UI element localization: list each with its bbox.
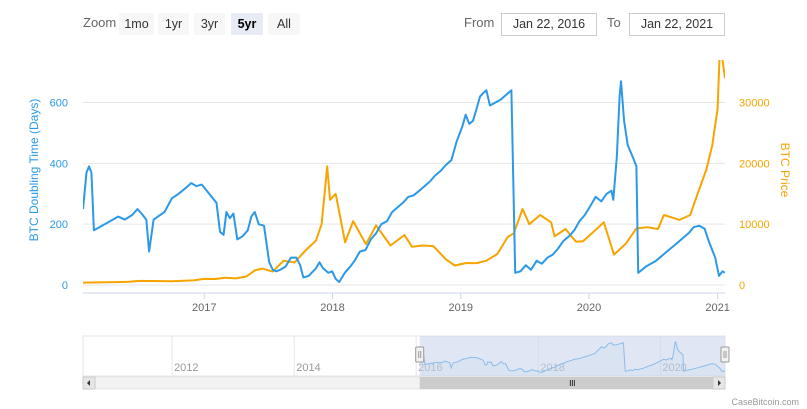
zoom-5yr-button[interactable]: 5yr <box>231 13 263 35</box>
y-right-tick-label: 0 <box>739 280 745 292</box>
zoom-1yr-button[interactable]: 1yr <box>158 13 189 35</box>
navigator-tick-label: 2014 <box>296 362 320 374</box>
axes: 0 200 400 600 0 10000 20000 30000 2017 2018 2019 20… <box>50 98 770 315</box>
navigator-tick-label: 2012 <box>174 362 198 374</box>
x-tick-label: 2017 <box>192 302 216 314</box>
y-right-tick-label: 20000 <box>739 158 770 170</box>
y-left-tick-label: 200 <box>50 219 68 231</box>
doubling-time-series-line <box>83 80 725 283</box>
scroll-left-arrow-icon <box>87 380 90 386</box>
y-right-tick-label: 30000 <box>739 98 770 110</box>
navigator-left-handle[interactable] <box>415 346 425 363</box>
x-tick-label: 2021 <box>705 302 729 314</box>
navigator-selection[interactable] <box>419 336 725 376</box>
btc-price-series-line <box>83 60 725 284</box>
series-layer <box>83 60 725 284</box>
y-right-tick-label: 10000 <box>739 219 770 231</box>
y-axis-left-title: BTC Doubling Time (Days) <box>27 99 41 242</box>
zoom-all-button[interactable]: All <box>268 13 300 35</box>
x-tick-label: 2019 <box>449 302 473 314</box>
zoom-3yr-button[interactable]: 3yr <box>194 13 225 35</box>
to-label: To <box>607 15 621 30</box>
y-left-tick-label: 0 <box>62 280 68 292</box>
scroll-right-arrow-icon <box>718 380 721 386</box>
zoom-1mo-button[interactable]: 1mo <box>119 13 154 35</box>
from-date-input[interactable]: Jan 22, 2016 <box>501 13 597 36</box>
credit-label[interactable]: CaseBitcoin.com <box>731 397 799 407</box>
to-date-input[interactable]: Jan 22, 2021 <box>629 13 725 36</box>
x-tick-label: 2020 <box>577 302 601 314</box>
y-left-tick-label: 600 <box>50 98 68 110</box>
from-label: From <box>464 15 495 30</box>
x-tick-label: 2018 <box>320 302 344 314</box>
y-left-tick-label: 400 <box>50 158 68 170</box>
y-axis-right-title: BTC Price <box>778 143 792 198</box>
zoom-label: Zoom <box>83 15 117 30</box>
navigator-right-handle[interactable] <box>720 346 730 363</box>
navigator[interactable]: 20122014201620182020 <box>82 335 730 390</box>
gridlines <box>83 102 725 286</box>
